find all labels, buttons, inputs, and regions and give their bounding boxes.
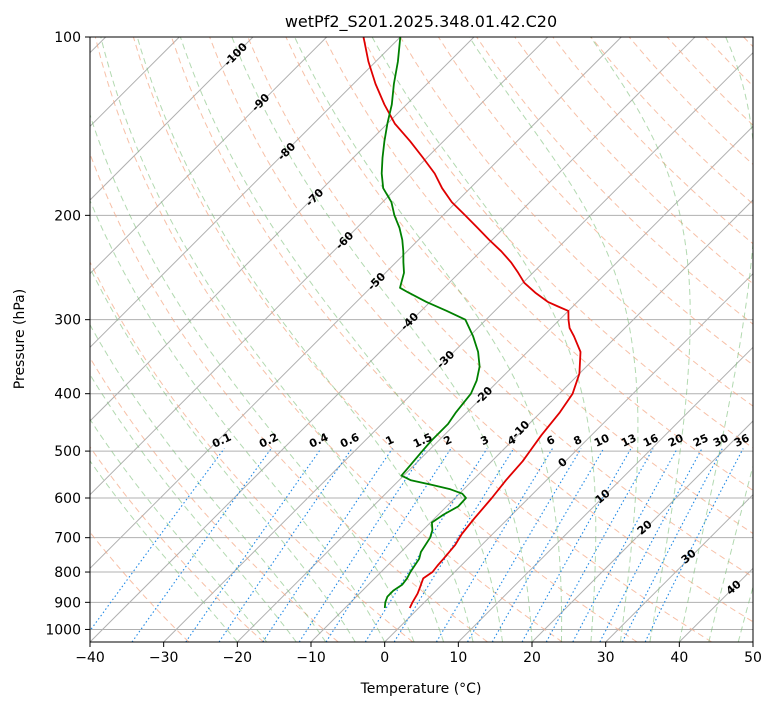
x-tick-label: 30 bbox=[597, 650, 615, 666]
y-tick-label: 400 bbox=[54, 387, 81, 403]
mixing-ratio-line bbox=[262, 448, 393, 642]
isotherm-line bbox=[384, 272, 753, 642]
dry-adiabat-line bbox=[94, 37, 563, 642]
dry-adiabat-line bbox=[209, 37, 753, 623]
chart-title: wetPf2_S201.2025.348.01.42.C20 bbox=[285, 12, 557, 32]
y-tick-label: 700 bbox=[54, 531, 81, 547]
moist-adiabat-line bbox=[179, 37, 503, 642]
mixing-ratio-label: 10 bbox=[592, 431, 612, 449]
moist-adiabat-line bbox=[90, 267, 356, 642]
mixing-ratio-line bbox=[621, 448, 723, 642]
isotherm-line bbox=[90, 37, 254, 201]
plot-frame bbox=[89, 36, 754, 643]
dry-adiabat-line bbox=[132, 37, 638, 642]
mixing-ratio-line bbox=[572, 448, 678, 642]
temperature-profile-line bbox=[362, 37, 582, 609]
isotherm-line bbox=[90, 37, 475, 422]
mixing-ratio-label: 36 bbox=[732, 431, 752, 449]
moist-adiabat-line bbox=[294, 37, 563, 642]
y-tick-label: 600 bbox=[54, 491, 81, 507]
moist-adiabat-line bbox=[737, 585, 753, 642]
x-tick-label: 50 bbox=[744, 650, 762, 666]
moist-adiabat-line bbox=[371, 37, 597, 642]
moist-adiabat-line bbox=[136, 37, 474, 642]
moist-adiabat-line bbox=[708, 464, 753, 642]
moist-adiabat-line bbox=[100, 37, 445, 642]
y-tick-label: 500 bbox=[54, 444, 81, 460]
moist-adiabat-line bbox=[90, 373, 297, 642]
mixing-ratio-label: 25 bbox=[691, 431, 710, 449]
isotherm-line bbox=[90, 37, 328, 275]
x-tick-label: 40 bbox=[670, 650, 688, 666]
isotherm-line bbox=[236, 125, 753, 642]
dry-adiabat-line bbox=[171, 37, 712, 642]
y-tick-label: 900 bbox=[54, 595, 81, 611]
moist-adiabat-line bbox=[678, 37, 753, 642]
mixing-ratio-label: 16 bbox=[641, 431, 661, 449]
x-tick-label: −10 bbox=[296, 650, 326, 666]
mixing-ratio-line bbox=[599, 448, 703, 642]
dry-adiabat-line bbox=[476, 37, 753, 325]
moist-adiabat-line bbox=[90, 418, 268, 642]
x-tick-label: −30 bbox=[149, 650, 179, 666]
mixing-ratio-line bbox=[185, 448, 322, 642]
x-tick-label: 10 bbox=[449, 650, 467, 666]
y-tick-label: 1000 bbox=[45, 622, 81, 638]
isotherm-line bbox=[90, 37, 549, 496]
isotherm-line bbox=[605, 493, 753, 642]
y-axis-label: Pressure (hPa) bbox=[12, 289, 28, 389]
mixing-ratio-line bbox=[218, 448, 353, 642]
mixing-ratio-label: 20 bbox=[666, 431, 686, 449]
mixing-ratio-line bbox=[491, 448, 605, 642]
dry-adiabat-line bbox=[247, 37, 753, 578]
x-tick-label: 0 bbox=[380, 650, 389, 666]
isotherm-line bbox=[163, 51, 753, 642]
dry-adiabat-line bbox=[285, 37, 753, 535]
mixing-ratio-line bbox=[644, 448, 744, 642]
moist-adiabat-line bbox=[90, 113, 415, 642]
mixing-ratio-line bbox=[467, 448, 582, 642]
dry-adiabat-line bbox=[90, 446, 264, 642]
isotherm-line bbox=[90, 37, 401, 349]
moist-adiabat-line bbox=[90, 460, 238, 642]
mixing-ratio-line bbox=[393, 448, 515, 642]
dry-adiabat-line bbox=[323, 37, 753, 491]
isotherm-line bbox=[90, 37, 622, 570]
moist-adiabat-line bbox=[590, 37, 691, 642]
dewpoint-profile-line bbox=[380, 37, 481, 609]
y-tick-label: 300 bbox=[54, 313, 81, 329]
mixing-ratio-label: 30 bbox=[711, 431, 731, 449]
dry-adiabat-line bbox=[90, 356, 339, 642]
y-tick-label: 100 bbox=[54, 30, 81, 46]
y-tick-label: 200 bbox=[54, 208, 81, 224]
mixing-ratio-label: 13 bbox=[619, 431, 638, 449]
x-tick-label: −20 bbox=[223, 650, 253, 666]
moist-adiabat-line bbox=[231, 37, 533, 642]
mixing-ratio-line bbox=[90, 448, 225, 632]
moist-adiabat-line bbox=[90, 199, 386, 642]
mixing-ratio-line bbox=[131, 448, 272, 642]
moist-adiabat-line bbox=[90, 323, 327, 642]
isotherm-line bbox=[531, 420, 753, 642]
x-tick-label: 20 bbox=[523, 650, 541, 666]
isotherm-line bbox=[457, 346, 753, 642]
moist-adiabat-line bbox=[468, 37, 639, 642]
dry-adiabat-line bbox=[90, 260, 414, 642]
isotherm-line bbox=[90, 37, 696, 642]
dry-adiabat-line bbox=[514, 37, 753, 285]
x-axis-label: Temperature (°C) bbox=[360, 681, 482, 697]
y-tick-label: 800 bbox=[54, 565, 81, 581]
mixing-ratio-line bbox=[325, 448, 452, 642]
mixing-ratio-line bbox=[298, 448, 427, 642]
x-tick-label: −40 bbox=[75, 650, 105, 666]
